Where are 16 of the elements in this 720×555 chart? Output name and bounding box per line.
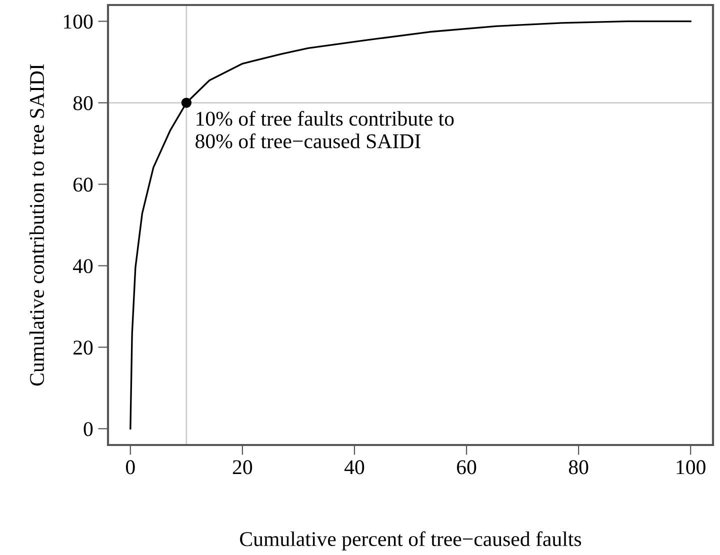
- annotation: 10% of tree faults contribute to 80% of tree−caused SAIDI: [196, 110, 454, 148]
- x-tick-label: 100: [676, 460, 706, 474]
- x-tick-label: 80: [568, 460, 588, 474]
- x-tick-label: 20: [232, 460, 252, 474]
- x-tick-label: 60: [456, 460, 476, 474]
- y-tick-label: 40: [72, 259, 93, 274]
- y-tick-label: 100: [64, 14, 93, 29]
- y-tick-label: 60: [73, 178, 93, 192]
- x-tick-label: 0: [126, 460, 135, 474]
- y-axis-title: Cumulative contribution to tree SAIDI: [29, 64, 44, 386]
- line-series: [130, 20, 692, 430]
- x-tick-label: 40: [344, 460, 364, 474]
- y-tick-label: 0: [84, 422, 93, 436]
- x-axis-title: Cumulative percent of tree−caused faults: [240, 531, 582, 550]
- y-tick-label: 20: [74, 340, 93, 355]
- y-tick-label: 80: [73, 96, 93, 110]
